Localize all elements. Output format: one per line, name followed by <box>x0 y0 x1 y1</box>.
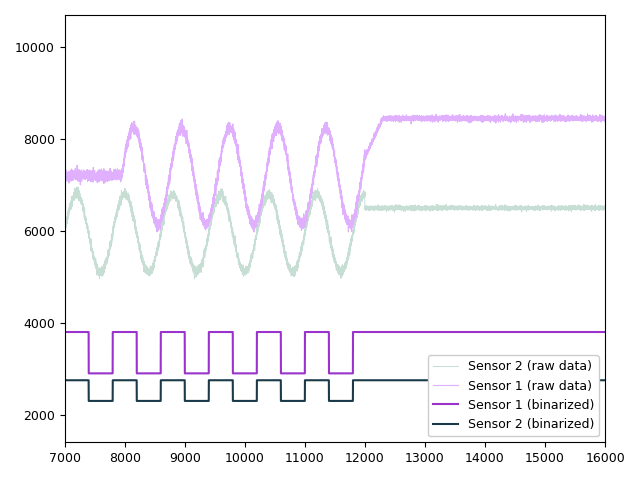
Sensor 1 (binarized) <box>392 329 399 335</box>
Sensor 1 (binarized) <box>205 329 213 335</box>
Sensor 1 (binarized) <box>487 329 495 335</box>
Sensor 2 (binarized) <box>61 377 68 383</box>
Sensor 2 (binarized) <box>392 377 399 383</box>
Sensor 2 (binarized) <box>592 377 600 383</box>
Sensor 2 (raw data) <box>399 206 407 212</box>
Sensor 2 (binarized) <box>205 377 213 383</box>
Line: Sensor 1 (raw data): Sensor 1 (raw data) <box>65 114 605 232</box>
Sensor 2 (raw data) <box>488 205 495 211</box>
Sensor 2 (raw data) <box>191 276 198 282</box>
Sensor 1 (raw data) <box>593 113 600 119</box>
Sensor 2 (raw data) <box>593 206 600 212</box>
Sensor 1 (binarized) <box>601 329 609 335</box>
Sensor 1 (raw data) <box>399 113 407 119</box>
Sensor 2 (binarized) <box>85 398 93 404</box>
Sensor 2 (binarized) <box>92 398 99 404</box>
Sensor 1 (binarized) <box>399 329 407 335</box>
Line: Sensor 1 (binarized): Sensor 1 (binarized) <box>65 332 605 373</box>
Sensor 2 (raw data) <box>601 205 609 211</box>
Sensor 1 (binarized) <box>92 371 99 376</box>
Sensor 2 (raw data) <box>92 260 99 266</box>
Sensor 1 (raw data) <box>92 171 99 177</box>
Sensor 2 (raw data) <box>74 184 82 190</box>
Sensor 1 (raw data) <box>250 229 258 235</box>
Sensor 1 (binarized) <box>61 329 68 335</box>
Sensor 1 (binarized) <box>85 371 93 376</box>
Sensor 2 (raw data) <box>392 205 399 211</box>
Line: Sensor 2 (binarized): Sensor 2 (binarized) <box>65 380 605 401</box>
Sensor 1 (binarized) <box>592 329 600 335</box>
Sensor 2 (binarized) <box>601 377 609 383</box>
Line: Sensor 2 (raw data): Sensor 2 (raw data) <box>65 187 605 279</box>
Sensor 1 (raw data) <box>205 220 213 226</box>
Legend: Sensor 2 (raw data), Sensor 1 (raw data), Sensor 1 (binarized), Sensor 2 (binari: Sensor 2 (raw data), Sensor 1 (raw data)… <box>428 355 599 436</box>
Sensor 2 (raw data) <box>205 228 213 234</box>
Sensor 1 (raw data) <box>487 115 495 121</box>
Sensor 1 (raw data) <box>601 117 609 123</box>
Sensor 1 (raw data) <box>61 171 68 177</box>
Sensor 1 (raw data) <box>502 111 509 117</box>
Sensor 2 (raw data) <box>61 230 68 236</box>
Sensor 2 (binarized) <box>399 377 407 383</box>
Sensor 1 (raw data) <box>392 114 399 120</box>
Sensor 2 (binarized) <box>487 377 495 383</box>
